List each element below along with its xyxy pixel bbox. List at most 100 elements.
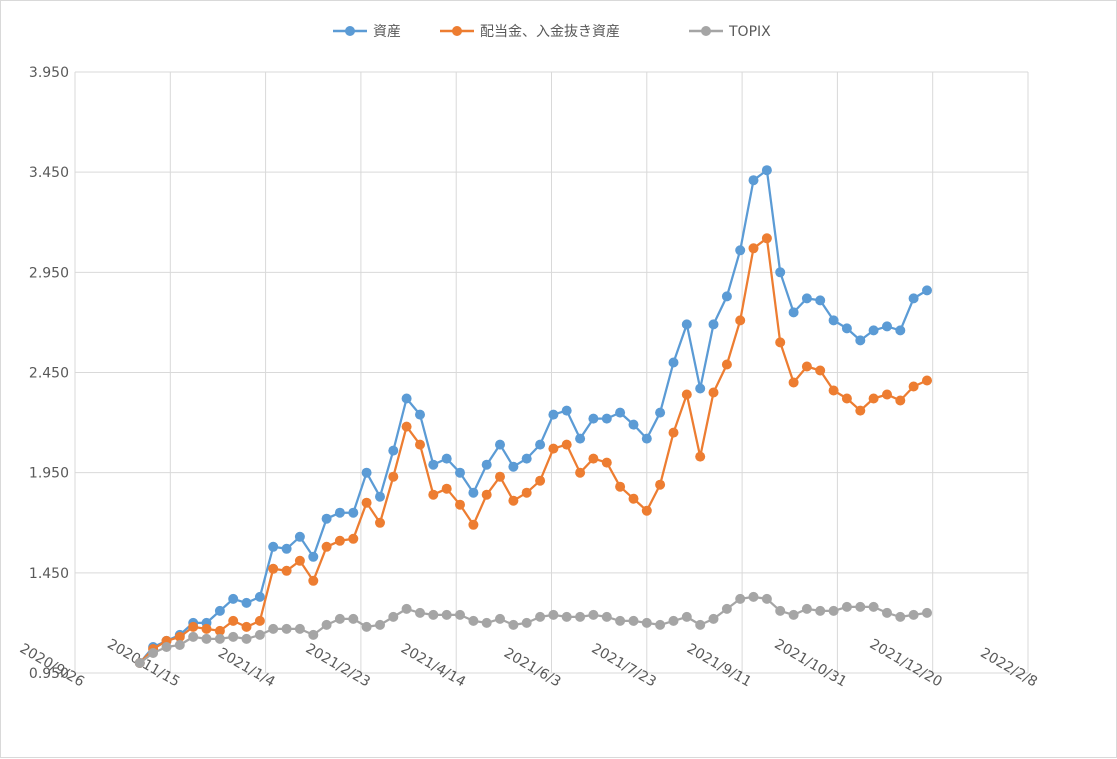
data-point xyxy=(535,439,546,450)
data-point xyxy=(174,631,185,642)
data-point xyxy=(801,361,812,372)
data-point xyxy=(548,443,559,454)
data-point xyxy=(294,623,305,634)
data-point xyxy=(495,439,505,450)
data-point xyxy=(868,393,879,404)
data-point xyxy=(521,617,532,628)
data-point xyxy=(922,285,932,296)
data-point xyxy=(681,319,692,330)
data-point xyxy=(415,439,425,450)
data-point xyxy=(655,619,666,630)
data-point xyxy=(601,413,612,424)
data-point xyxy=(254,591,265,602)
data-point xyxy=(268,563,279,574)
data-point xyxy=(468,487,479,498)
data-point xyxy=(334,613,345,624)
data-point xyxy=(788,609,799,620)
data-point xyxy=(294,531,305,542)
data-point xyxy=(655,479,666,490)
legend-label: 配当金、入金抜き資産 xyxy=(480,24,620,40)
x-tick-label: 2021/6/3 xyxy=(501,645,563,690)
data-point xyxy=(334,507,345,518)
legend-label: 資産 xyxy=(373,24,401,40)
data-point xyxy=(775,605,786,616)
data-point xyxy=(241,633,252,644)
data-point xyxy=(321,541,332,552)
data-point xyxy=(308,575,319,586)
data-point xyxy=(468,615,479,626)
data-point xyxy=(748,591,759,602)
data-point xyxy=(575,433,586,444)
data-point xyxy=(708,387,719,398)
data-point xyxy=(841,601,852,612)
data-point xyxy=(334,535,345,546)
data-point xyxy=(388,471,399,482)
data-point xyxy=(575,611,586,622)
data-point xyxy=(681,389,692,400)
data-point xyxy=(254,629,265,640)
data-point xyxy=(428,459,439,470)
data-point xyxy=(481,489,492,500)
gridlines xyxy=(74,71,1029,674)
data-point xyxy=(268,541,279,552)
data-point xyxy=(615,615,626,626)
data-point xyxy=(241,597,252,608)
data-point xyxy=(788,377,799,388)
data-point xyxy=(361,467,372,478)
data-point xyxy=(641,433,652,444)
data-point xyxy=(908,609,919,620)
series-3 xyxy=(134,591,932,668)
data-point xyxy=(841,323,852,334)
legend: 資産 配当金、入金抜き資産 TOPIX xyxy=(333,24,771,40)
data-point xyxy=(735,593,746,604)
data-point xyxy=(855,601,866,612)
data-point xyxy=(495,613,505,624)
data-point xyxy=(508,495,519,506)
data-point xyxy=(588,413,599,424)
data-point xyxy=(655,407,666,418)
data-point xyxy=(695,383,706,394)
data-point xyxy=(161,642,172,652)
data-point xyxy=(828,605,839,616)
data-point xyxy=(855,405,866,416)
legend-swatch-marker xyxy=(452,26,462,36)
data-point xyxy=(801,293,812,304)
data-point xyxy=(788,307,799,318)
data-point xyxy=(761,165,772,176)
legend-label: TOPIX xyxy=(728,24,771,40)
data-point xyxy=(148,648,159,658)
data-point xyxy=(348,507,359,518)
data-point xyxy=(775,267,786,278)
data-point xyxy=(134,658,145,668)
data-point xyxy=(281,565,292,576)
data-point xyxy=(348,613,359,624)
data-point xyxy=(214,625,225,636)
data-point xyxy=(214,633,225,644)
data-point xyxy=(641,505,652,516)
data-point xyxy=(375,619,385,630)
data-point xyxy=(855,335,866,346)
data-point xyxy=(321,619,332,630)
data-point xyxy=(615,481,626,492)
data-point xyxy=(375,517,385,528)
data-point xyxy=(308,629,319,640)
data-point xyxy=(241,621,252,632)
x-tick-label: 2021/7/23 xyxy=(589,641,659,691)
data-point xyxy=(228,631,239,642)
data-point xyxy=(535,475,546,486)
data-point xyxy=(868,601,879,612)
data-point xyxy=(428,489,439,500)
data-point xyxy=(481,459,492,470)
data-point xyxy=(668,357,679,368)
data-point xyxy=(922,607,932,618)
data-point xyxy=(828,385,839,396)
y-tick-label: 1.950 xyxy=(29,466,69,482)
data-point xyxy=(441,483,452,494)
data-point xyxy=(721,291,732,302)
data-point xyxy=(801,603,812,614)
data-point xyxy=(495,471,505,482)
data-point xyxy=(268,623,279,634)
data-point xyxy=(174,640,185,650)
data-point xyxy=(708,319,719,330)
